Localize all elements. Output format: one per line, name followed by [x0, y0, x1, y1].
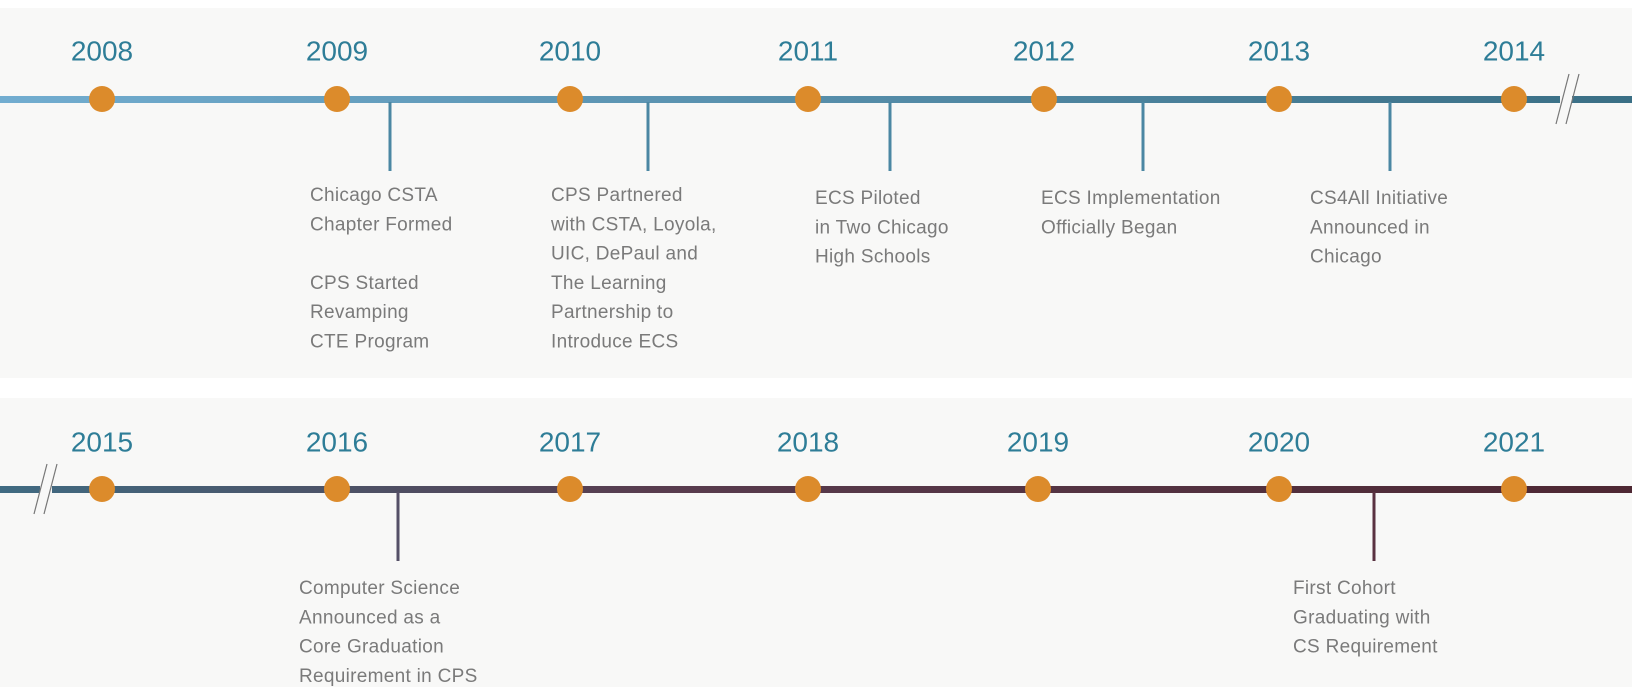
year-dot [1031, 86, 1057, 112]
event-text: Computer Science [299, 578, 460, 599]
event-text: UIC, DePaul and [551, 244, 698, 265]
year-label: 2014 [1483, 35, 1545, 66]
year-dot [1501, 86, 1527, 112]
break-mark [1565, 73, 1580, 125]
break-mark [43, 463, 58, 515]
panel [0, 8, 1632, 378]
event-text: Announced in [1310, 217, 1430, 238]
year-label: 2010 [539, 35, 601, 66]
break-mark [1555, 73, 1570, 125]
year-label: 2020 [1248, 426, 1310, 457]
year-label: 2013 [1248, 35, 1310, 66]
year-dot [324, 86, 350, 112]
event-text: Chicago [1310, 247, 1382, 268]
year-label: 2012 [1013, 35, 1075, 66]
event-text: Requirement in CPS [299, 666, 478, 687]
year-label: 2016 [306, 426, 368, 457]
year-label: 2009 [306, 35, 368, 66]
event-text: Revamping [310, 302, 409, 323]
year-label: 2015 [71, 426, 133, 457]
event-text: Introduce ECS [551, 332, 678, 353]
event-text: Chicago CSTA [310, 185, 438, 206]
year-label: 2011 [778, 35, 838, 66]
event-text: ECS Piloted [815, 188, 921, 209]
event-text: The Learning [551, 273, 667, 294]
event-text: Announced as a [299, 607, 441, 628]
event-text: Partnership to [551, 302, 674, 323]
year-dot [795, 476, 821, 502]
event-text: in Two Chicago [815, 217, 949, 238]
year-label: 2019 [1007, 426, 1069, 457]
year-dot [1501, 476, 1527, 502]
year-label: 2008 [71, 35, 133, 66]
event-text: High Schools [815, 247, 931, 268]
event-text: Graduating with [1293, 607, 1431, 628]
year-dot [89, 476, 115, 502]
event-text: CTE Program [310, 332, 429, 353]
year-dot [324, 476, 350, 502]
event-text: CPS Partnered [551, 185, 683, 206]
year-label: 2021 [1483, 426, 1545, 457]
break-mark [33, 463, 48, 515]
event-text: ECS Implementation [1041, 188, 1221, 209]
event-text: Chapter Formed [310, 214, 453, 235]
event-text: First Cohort [1293, 578, 1396, 599]
event-text: CS4All Initiative [1310, 188, 1448, 209]
year-dot [557, 476, 583, 502]
year-dot [1266, 86, 1292, 112]
year-dot [795, 86, 821, 112]
event-text: Officially Began [1041, 217, 1177, 238]
event-text: CS Requirement [1293, 637, 1438, 658]
event-text: CPS Started [310, 273, 419, 294]
event-text: with CSTA, Loyola, [550, 214, 717, 235]
year-dot [557, 86, 583, 112]
year-dot [89, 86, 115, 112]
panel [0, 398, 1632, 687]
year-dot [1025, 476, 1051, 502]
year-label: 2018 [777, 426, 839, 457]
year-dot [1266, 476, 1292, 502]
event-text: Core Graduation [299, 637, 444, 658]
year-label: 2017 [539, 426, 601, 457]
